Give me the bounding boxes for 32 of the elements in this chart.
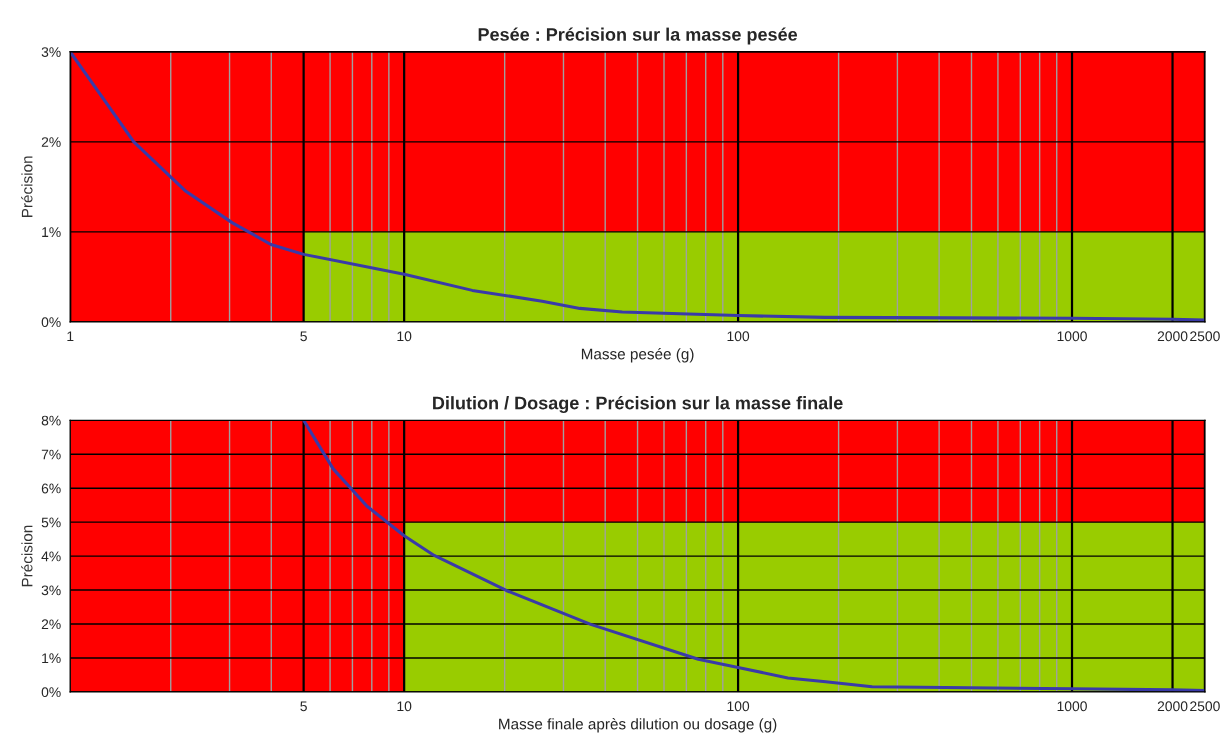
y-tick-label: 3% <box>41 47 61 57</box>
x-tick-label: 10 <box>397 331 412 342</box>
x-axis-title: Masse pesée (g) <box>581 348 694 363</box>
x-tick-label: 5 <box>300 331 307 342</box>
y-tick-label: 1% <box>42 653 61 664</box>
x-tick-label: 100 <box>727 331 750 342</box>
x-tick-label: 5 <box>300 701 307 712</box>
y-tick-label: 0% <box>41 687 61 698</box>
x-tick-label: 10 <box>397 701 412 712</box>
y-tick-label: 1% <box>42 227 61 237</box>
y-tick-label: 0% <box>41 317 61 328</box>
y-axis-title: Précision <box>21 525 33 587</box>
y-tick-label: 3% <box>41 585 61 596</box>
y-axis-title: Précision <box>21 156 33 218</box>
x-tick-label: 1000 <box>1057 701 1087 712</box>
chart-title: Pesée : Précision sur la masse pesée <box>478 27 798 45</box>
y-tick-label: 5% <box>41 517 61 528</box>
x-tick-label: 1000 <box>1057 331 1087 342</box>
y-tick-label: 6% <box>41 483 61 494</box>
y-tick-label: 2% <box>41 137 61 147</box>
y-tick-label: 7% <box>41 449 61 460</box>
x-tick-label: 2500 <box>1190 331 1220 342</box>
x-axis-title: Masse finale après dilution ou dosage (g) <box>499 718 777 733</box>
y-tick-label: 4% <box>41 551 61 562</box>
x-tick-label: 100 <box>727 701 750 712</box>
y-tick-label: 2% <box>41 619 61 630</box>
y-tick-label: 8% <box>41 415 61 426</box>
chart-title: Dilution / Dosage : Précision sur la masse finale <box>433 395 843 414</box>
x-tick-label: 2000 <box>1157 331 1188 342</box>
x-tick-label: 2500 <box>1190 701 1220 712</box>
x-tick-label: 1 <box>67 331 74 341</box>
x-tick-label: 2000 <box>1157 701 1188 712</box>
